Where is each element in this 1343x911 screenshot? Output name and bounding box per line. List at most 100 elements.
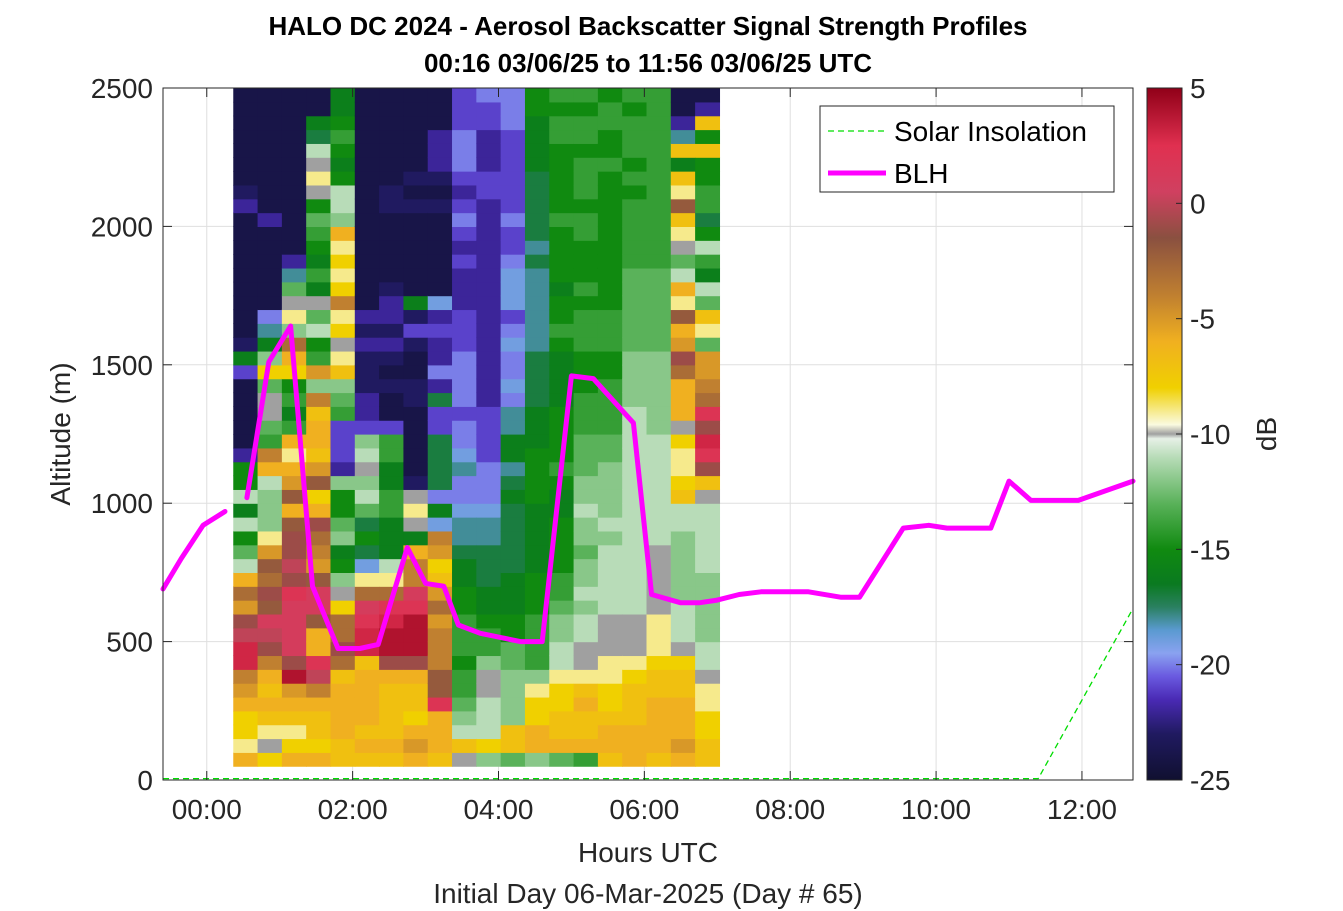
heatmap-cell (452, 392, 477, 407)
heatmap-cell (354, 254, 380, 269)
heatmap-cell (306, 129, 332, 144)
heatmap-cell (233, 641, 259, 657)
heatmap-cell (597, 710, 623, 726)
heatmap-cell (427, 101, 453, 117)
heatmap-cell (695, 406, 721, 421)
heatmap-cell (427, 129, 453, 144)
heatmap-cell (281, 641, 307, 657)
heatmap-cell (354, 613, 380, 629)
heatmap-cell (549, 489, 575, 504)
heatmap-cell (646, 281, 672, 297)
heatmap-cell (646, 101, 672, 117)
heatmap-cell (476, 503, 502, 518)
heatmap-cell (427, 143, 453, 158)
x-axis-ticks: 00:00 02:00 04:00 06:00 08:00 10:00 12:00 (172, 88, 1117, 825)
heatmap-cell (476, 434, 502, 449)
heatmap-cell (670, 392, 696, 407)
colorbar-tick-label: -5 (1190, 304, 1215, 335)
heatmap-cell (695, 88, 721, 103)
heatmap-cell (524, 586, 550, 601)
heatmap-cell (257, 157, 283, 172)
heatmap-cell (573, 88, 599, 103)
heatmap-cell (354, 157, 380, 172)
heatmap-cell (695, 226, 721, 241)
heatmap-cell (646, 600, 672, 615)
heatmap-cell (354, 378, 380, 394)
heatmap-cell (622, 212, 648, 227)
heatmap-cell (379, 420, 405, 435)
heatmap-cell (427, 447, 453, 463)
heatmap-cell (452, 226, 477, 241)
heatmap-cell (622, 378, 648, 394)
heatmap-cell (670, 738, 696, 753)
heatmap-cell (306, 461, 332, 477)
heatmap-cells (233, 88, 721, 767)
heatmap-cell (330, 752, 356, 767)
heatmap-cell (354, 392, 380, 407)
heatmap-cell (330, 475, 356, 490)
heatmap-cell (500, 254, 526, 269)
heatmap-cell (379, 752, 405, 767)
heatmap-cell (622, 530, 648, 546)
heatmap-cell (452, 337, 477, 352)
heatmap-cell (354, 267, 380, 283)
heatmap-cell (403, 240, 429, 255)
heatmap-cell (257, 655, 283, 670)
heatmap-cell (500, 710, 526, 726)
x-tick-label: 12:00 (1047, 794, 1117, 825)
heatmap-cell (330, 406, 356, 421)
heatmap-cell (670, 198, 696, 214)
heatmap-cell (233, 406, 259, 421)
heatmap-cell (306, 655, 332, 670)
heatmap-cell (233, 115, 259, 131)
heatmap-cell (330, 281, 356, 297)
heatmap-cell (452, 323, 477, 338)
heatmap-cell (452, 281, 477, 297)
heatmap-cell (573, 600, 599, 615)
heatmap-cell (549, 364, 575, 380)
heatmap-cell (695, 350, 721, 366)
heatmap-cell (427, 198, 453, 214)
heatmap-cell (500, 115, 526, 131)
legend-blh-label: BLH (894, 158, 948, 189)
heatmap-cell (403, 323, 429, 338)
heatmap-cell (476, 669, 502, 684)
heatmap-cell (549, 267, 575, 283)
heatmap-cell (695, 240, 721, 255)
axes-frame (162, 87, 1134, 781)
heatmap-cell (403, 447, 429, 463)
heatmap-cell (330, 364, 356, 380)
heatmap-cell (379, 309, 405, 324)
heatmap-cell (646, 683, 672, 698)
heatmap-cell (452, 447, 477, 463)
heatmap-cell (233, 669, 259, 684)
heatmap-cell (233, 738, 259, 753)
heatmap-cell (670, 295, 696, 311)
heatmap-cell (330, 461, 356, 477)
heatmap-cell (379, 198, 405, 214)
heatmap-cell (524, 364, 550, 380)
heatmap-cell (622, 267, 648, 283)
heatmap-cell (695, 323, 721, 338)
heatmap-cell (427, 489, 453, 504)
heatmap-cell (573, 392, 599, 407)
heatmap-cell (646, 530, 672, 546)
legend-solar-label: Solar Insolation (894, 116, 1087, 147)
heatmap-cell (379, 655, 405, 670)
heatmap-cell (306, 101, 332, 117)
heatmap-cell (452, 350, 477, 366)
heatmap-cell (233, 724, 259, 740)
heatmap-cell (622, 641, 648, 657)
heatmap-cell (597, 129, 623, 144)
heatmap-cell (233, 101, 259, 117)
heatmap-cell (354, 212, 380, 227)
heatmap-cell (622, 281, 648, 297)
heatmap-cell (695, 143, 721, 158)
heatmap-cell (524, 226, 550, 241)
heatmap-cell (379, 254, 405, 269)
heatmap-cell (257, 254, 283, 269)
heatmap-cell (233, 586, 259, 601)
heatmap-cell (257, 627, 283, 643)
heatmap-cell (573, 752, 599, 767)
heatmap-cell (427, 752, 453, 767)
